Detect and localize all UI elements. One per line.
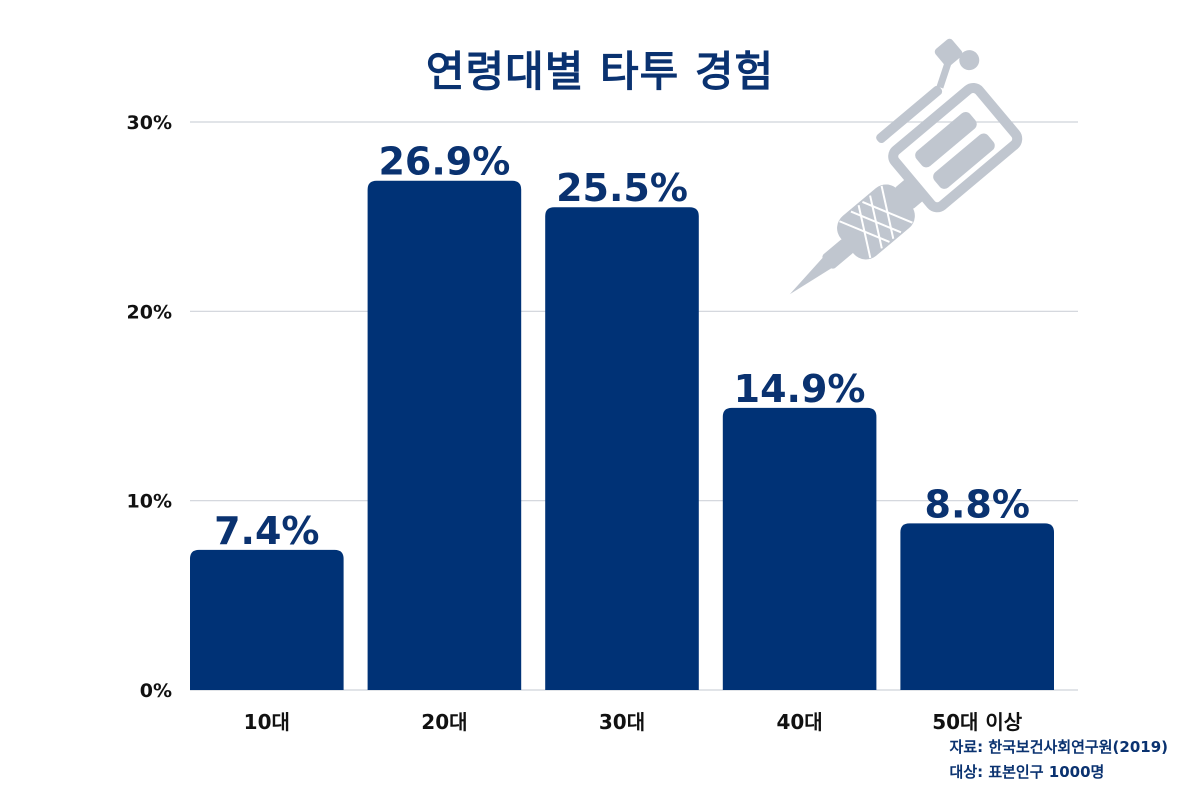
source-note: 자료: 한국보건사회연구원(2019) 대상: 표본인구 1000명 <box>950 735 1168 785</box>
x-tick-label: 40대 <box>776 710 822 734</box>
x-axis-ticks: 10대 20대 30대 40대 50대 이상 <box>244 710 1023 734</box>
bar-3 <box>545 207 699 690</box>
bar-1 <box>190 549 344 690</box>
x-tick-label: 50대 이상 <box>932 710 1023 734</box>
data-label: 25.5% <box>556 166 688 210</box>
y-tick-label: 0% <box>140 680 172 702</box>
data-label: 7.4% <box>214 509 319 553</box>
bar-2 <box>367 180 522 690</box>
source-line-2: 대상: 표본인구 1000명 <box>949 763 1105 781</box>
x-tick-label: 10대 <box>244 710 290 734</box>
y-axis-ticks: 0% 10% 20% 30% <box>127 112 172 702</box>
tattoo-machine-icon <box>789 38 1023 295</box>
chart-title: 연령대별 타투 경험 <box>425 47 775 96</box>
x-tick-label: 20대 <box>421 710 467 734</box>
y-tick-label: 30% <box>127 112 172 134</box>
y-tick-label: 10% <box>127 491 172 513</box>
source-line-1: 자료: 한국보건사회연구원(2019) <box>949 738 1168 756</box>
bar-4 <box>722 407 877 690</box>
bars <box>190 180 1054 690</box>
data-label: 8.8% <box>925 482 1030 526</box>
x-tick-label: 30대 <box>599 710 645 734</box>
y-tick-label: 20% <box>127 301 172 323</box>
data-labels: 7.4% 26.9% 25.5% 14.9% 8.8% <box>214 140 1030 553</box>
bar-5 <box>900 523 1054 690</box>
data-label: 26.9% <box>378 140 510 184</box>
data-label: 14.9% <box>734 367 866 411</box>
